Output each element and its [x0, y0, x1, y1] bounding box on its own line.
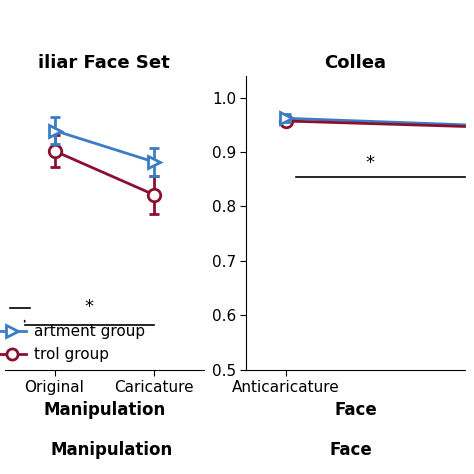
Text: *: * — [85, 299, 94, 317]
Title: Collea: Collea — [325, 54, 386, 72]
Text: Face: Face — [329, 441, 372, 459]
Title: iliar Face Set: iliar Face Set — [38, 54, 170, 72]
Text: *: * — [366, 154, 375, 172]
Legend: artment group, trol group: artment group, trol group — [0, 318, 151, 368]
X-axis label: Face: Face — [334, 401, 377, 419]
X-axis label: Manipulation: Manipulation — [43, 401, 165, 419]
Text: Manipulation: Manipulation — [50, 441, 173, 459]
